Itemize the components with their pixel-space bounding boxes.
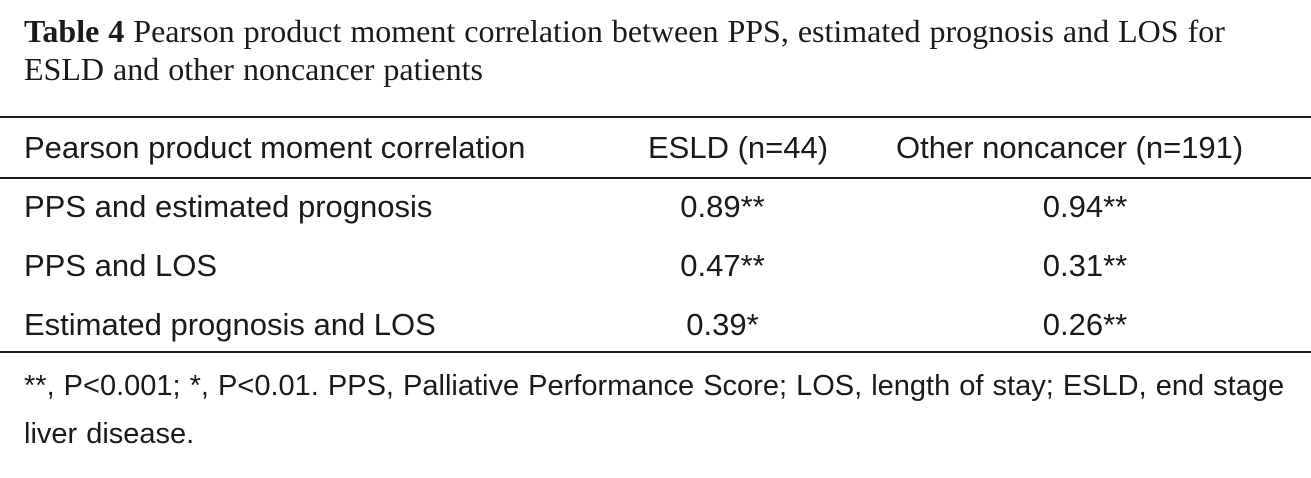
table-cell: 0.39*: [686, 307, 759, 342]
table-cell: 0.26**: [1042, 307, 1128, 342]
column-header: Pearson product moment correlation: [24, 130, 526, 165]
column-header: ESLD (n=44): [648, 130, 829, 165]
top-rule: [0, 116, 1311, 118]
column-header: Other noncancer (n=191): [896, 130, 1244, 165]
header-rule: [0, 177, 1311, 179]
table-cell: 0.47**: [680, 248, 765, 283]
table-cell: 0.31**: [1042, 248, 1128, 283]
table-title: Pearson product moment correlation betwe…: [24, 13, 1225, 87]
table-cell: 0.94**: [1042, 189, 1128, 224]
row-label: Estimated prognosis and LOS: [24, 307, 436, 342]
row-label: PPS and estimated prognosis: [24, 189, 433, 224]
table-caption: Table 4 Pearson product moment correlati…: [24, 12, 1294, 88]
table-cell: 0.89**: [680, 189, 765, 224]
table-footnote: **, P<0.001; *, P<0.01. PPS, Palliative …: [24, 370, 1285, 450]
table-label: Table 4: [24, 13, 125, 49]
bottom-rule: [0, 351, 1311, 353]
row-label: PPS and LOS: [24, 248, 218, 283]
